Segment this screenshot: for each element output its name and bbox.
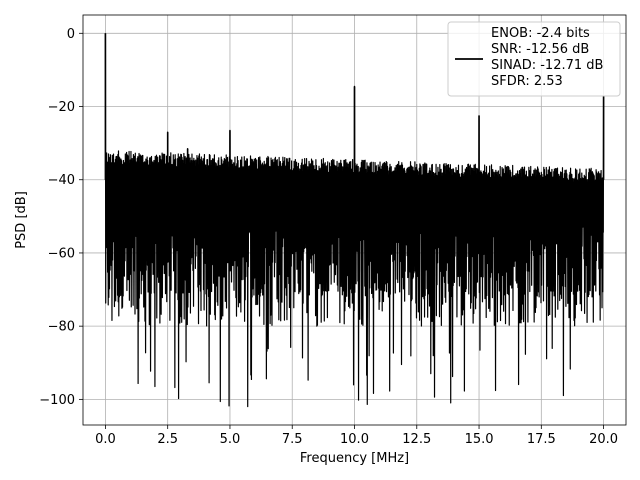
- y-axis-label: PSD [dB]: [14, 191, 29, 249]
- x-tick-label: 15.0: [465, 432, 494, 447]
- legend-entry-sfdr: SFDR: 2.53: [491, 74, 563, 89]
- x-tick-label: 17.5: [527, 432, 556, 447]
- y-tick-label: −40: [48, 173, 75, 188]
- y-tick-label: −80: [48, 320, 75, 335]
- psd-line: [104, 33, 605, 408]
- x-axis: 0.0 2.5 5.0 7.5 10.0 12.5 15.0 17.5 20.0: [95, 425, 618, 447]
- x-tick-label: 5.0: [220, 432, 241, 447]
- x-tick-label: 10.0: [340, 432, 369, 447]
- legend-entry-sinad: SINAD: -12.71 dB: [491, 58, 603, 73]
- y-tick-label: 0: [67, 27, 75, 42]
- x-tick-label: 2.5: [157, 432, 178, 447]
- legend-box: [447, 21, 621, 97]
- x-tick-label: 20.0: [589, 432, 618, 447]
- legend-entry-enob: ENOB: -2.4 bits: [491, 26, 590, 41]
- x-tick-label: 12.5: [402, 432, 431, 447]
- x-axis-label: Frequency [MHz]: [300, 451, 409, 466]
- legend-entry-snr: SNR: -12.56 dB: [491, 42, 589, 57]
- y-axis: 0 −20 −40 −60 −80 −100: [39, 27, 83, 408]
- x-tick-label: 7.5: [282, 432, 303, 447]
- y-tick-label: −100: [39, 393, 75, 408]
- y-tick-label: −20: [48, 100, 75, 115]
- legend: ENOB: -2.4 bits SNR: -12.56 dB SINAD: -1…: [447, 21, 621, 97]
- x-tick-label: 0.0: [95, 432, 116, 447]
- series-psd: [104, 33, 605, 408]
- y-tick-label: −60: [48, 246, 75, 261]
